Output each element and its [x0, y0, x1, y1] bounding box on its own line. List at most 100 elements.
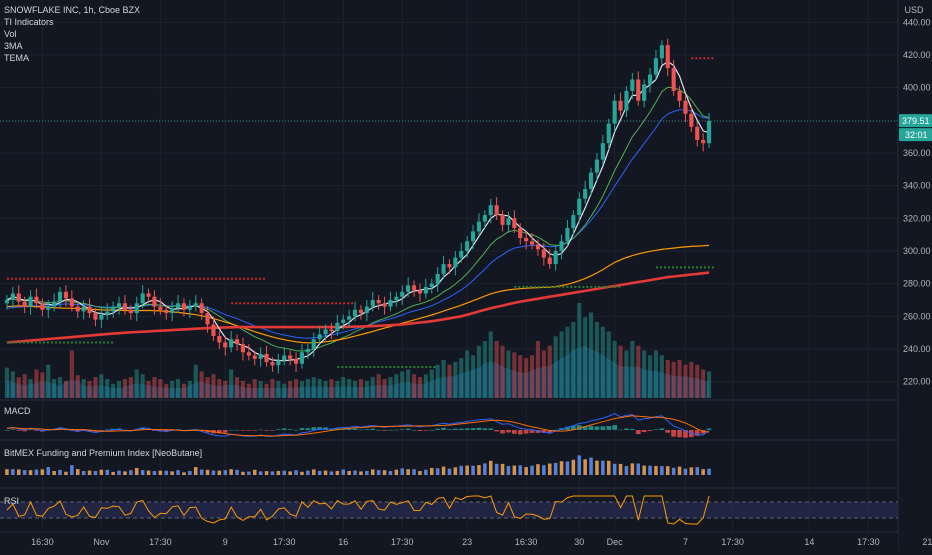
funding-bar [317, 471, 322, 475]
macd-histogram-bar [659, 428, 665, 430]
candle-body [671, 68, 676, 91]
rsi-label[interactable]: RSI [4, 496, 20, 506]
funding-bar [453, 467, 458, 475]
candle-body [341, 319, 346, 323]
funding-bar [75, 469, 80, 475]
funding-bar [87, 470, 92, 475]
volume-bar [252, 379, 257, 398]
macd-histogram-bar [388, 429, 393, 431]
macd-histogram-bar [506, 430, 511, 433]
volume-bar [423, 374, 428, 398]
volume-bar [187, 380, 192, 398]
indicator-vol[interactable]: Vol [4, 29, 17, 39]
volume-bar [459, 358, 464, 398]
volume-bar [258, 380, 263, 398]
price-tick-label: 240.00 [903, 344, 931, 354]
funding-bar [11, 469, 15, 475]
macd-histogram-bar [216, 430, 222, 434]
price-tick-label: 220.00 [903, 377, 931, 387]
funding-bar [394, 469, 399, 475]
candle-body [40, 303, 45, 310]
symbol-title[interactable]: SNOWFLAKE INC, 1h, Cboe BZX [4, 5, 141, 15]
funding-bar [677, 466, 682, 475]
funding-bar [382, 470, 387, 475]
candle-body [293, 358, 299, 364]
candlestick-series [4, 38, 712, 374]
candle-body [252, 355, 257, 359]
macd-histogram-bar [553, 429, 559, 431]
funding-bar [5, 469, 9, 475]
funding-bar [46, 467, 51, 475]
macd-histogram-bar [163, 430, 169, 432]
last-price-value: 379.51 [902, 116, 930, 126]
candle-body [394, 296, 399, 300]
volume-bar [642, 350, 647, 398]
indicator-tema[interactable]: TEMA [4, 53, 30, 63]
macd-histogram-bar [511, 430, 517, 434]
candle-body [75, 306, 80, 312]
volume-bar [116, 380, 122, 398]
candle-body [600, 143, 605, 160]
candle-body [128, 309, 133, 314]
candle-body [559, 241, 564, 251]
candle-body [689, 113, 694, 127]
volume-bar [181, 383, 187, 398]
macd-label[interactable]: MACD [4, 406, 31, 416]
time-tick-label: 7 [683, 537, 688, 547]
candle-body [81, 306, 86, 312]
macd-histogram-bar [352, 428, 358, 430]
volume-bar [223, 380, 228, 398]
funding-bar [99, 469, 104, 475]
volume-bar [706, 371, 712, 398]
volume-bar [488, 331, 493, 398]
volume-bar [22, 374, 27, 398]
candle-body [429, 283, 434, 287]
macd-histogram-bar [635, 430, 641, 435]
funding-bar [618, 463, 623, 475]
volume-bar [288, 380, 293, 398]
ema-green-line [6, 86, 710, 352]
time-tick-label: 30 [574, 537, 584, 547]
candle-body [665, 45, 670, 69]
time-tick-label: 21 [922, 537, 932, 547]
macd-histogram-bar [464, 428, 470, 430]
macd-histogram-bar [458, 428, 464, 430]
funding-bar [16, 469, 21, 475]
volume-bar [341, 377, 346, 398]
funding-bar [642, 465, 646, 475]
volume-bar [311, 377, 316, 398]
macd-histogram-bar [665, 430, 671, 433]
indicator-3ma[interactable]: 3MA [4, 41, 23, 51]
candle-body [111, 306, 116, 312]
volume-bar [583, 317, 588, 398]
macd-histogram-bar [22, 430, 28, 432]
volume-bar [317, 379, 322, 398]
indicator-ti[interactable]: TI Indicators [4, 17, 54, 27]
candle-body [653, 58, 659, 75]
candle-body [57, 291, 63, 302]
currency-label: USD [904, 5, 924, 15]
candle-body [358, 309, 364, 314]
price-axis[interactable]: USD440.00420.00400.00380.00360.00340.003… [897, 0, 932, 550]
macd-histogram-bar [576, 425, 582, 430]
candle-body [370, 300, 375, 307]
funding-bar [306, 470, 310, 475]
volume-bar [394, 374, 399, 398]
candle-body [571, 215, 576, 229]
volume-bar [329, 379, 334, 398]
volume-bar [293, 379, 299, 398]
macd-histogram-bar [376, 429, 382, 431]
time-axis[interactable]: 16:30 Nov 17:30 9 17:30 16 17:30 23 16:30 30 Dec 7 1… [0, 533, 932, 550]
volume-bar [146, 380, 151, 398]
funding-label[interactable]: BitMEX Funding and Premium Index [NeoBut… [4, 448, 203, 458]
volume-bar [81, 379, 86, 398]
funding-bar [146, 470, 151, 475]
volume-bar [600, 326, 605, 398]
volume-bar [512, 352, 517, 398]
pane-separators[interactable] [0, 399, 932, 533]
macd-histogram-bar [582, 426, 588, 430]
funding-bar [70, 465, 74, 475]
candle-body [69, 298, 74, 307]
